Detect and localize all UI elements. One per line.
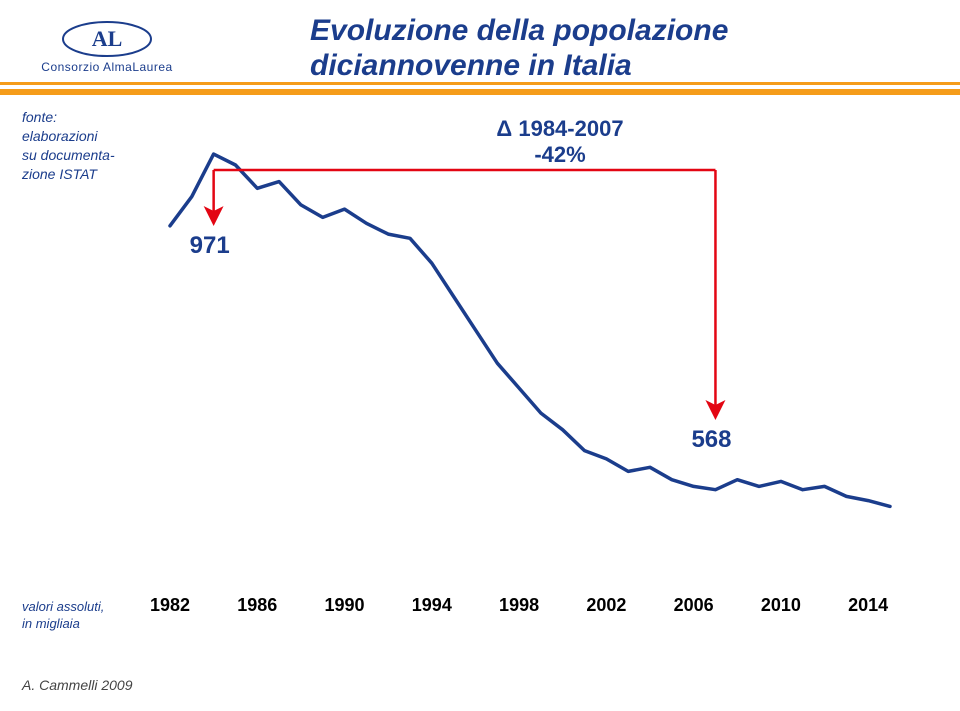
start-value-label: 971 bbox=[190, 232, 230, 260]
title-block: Evoluzione della popolazione diciannoven… bbox=[310, 14, 870, 83]
units-l2: in migliaia bbox=[22, 616, 104, 633]
x-tick-label: 1986 bbox=[237, 595, 277, 616]
x-tick-label: 1998 bbox=[499, 595, 539, 616]
title-line-2: diciannovenne in Italia bbox=[310, 49, 870, 84]
chart-area: Δ 1984-2007 -42% 971 568 1982 1986 1990 199… bbox=[150, 110, 910, 630]
logo-block: AL Consorzio AlmaLaurea bbox=[22, 20, 192, 74]
author-note: A. Cammelli 2009 bbox=[22, 677, 133, 693]
slide-root: AL Consorzio AlmaLaurea Evoluzione della… bbox=[0, 0, 960, 711]
x-tick-label: 1990 bbox=[325, 595, 365, 616]
x-tick-label: 2002 bbox=[586, 595, 626, 616]
delta-line-1: Δ 1984-2007 bbox=[460, 116, 660, 142]
orange-rule-thick bbox=[0, 89, 960, 95]
x-tick-label: 2006 bbox=[674, 595, 714, 616]
orange-rule-thin bbox=[0, 82, 960, 85]
logo-text: Consorzio AlmaLaurea bbox=[22, 60, 192, 74]
svg-text:AL: AL bbox=[92, 26, 123, 51]
x-tick-label: 2010 bbox=[761, 595, 801, 616]
units-l1: valori assoluti, bbox=[22, 599, 104, 616]
almalaurea-logo-icon: AL bbox=[61, 20, 153, 58]
chart-svg bbox=[150, 110, 910, 630]
title-line-1: Evoluzione della popolazione bbox=[310, 14, 870, 49]
x-tick-label: 1982 bbox=[150, 595, 190, 616]
delta-label: Δ 1984-2007 -42% bbox=[460, 116, 660, 168]
x-tick-label: 1994 bbox=[412, 595, 452, 616]
end-value-label: 568 bbox=[691, 426, 731, 454]
x-tick-label: 2014 bbox=[848, 595, 888, 616]
y-units-note: valori assoluti, in migliaia bbox=[22, 599, 104, 633]
delta-line-2: -42% bbox=[460, 142, 660, 168]
orange-divider bbox=[0, 82, 960, 96]
